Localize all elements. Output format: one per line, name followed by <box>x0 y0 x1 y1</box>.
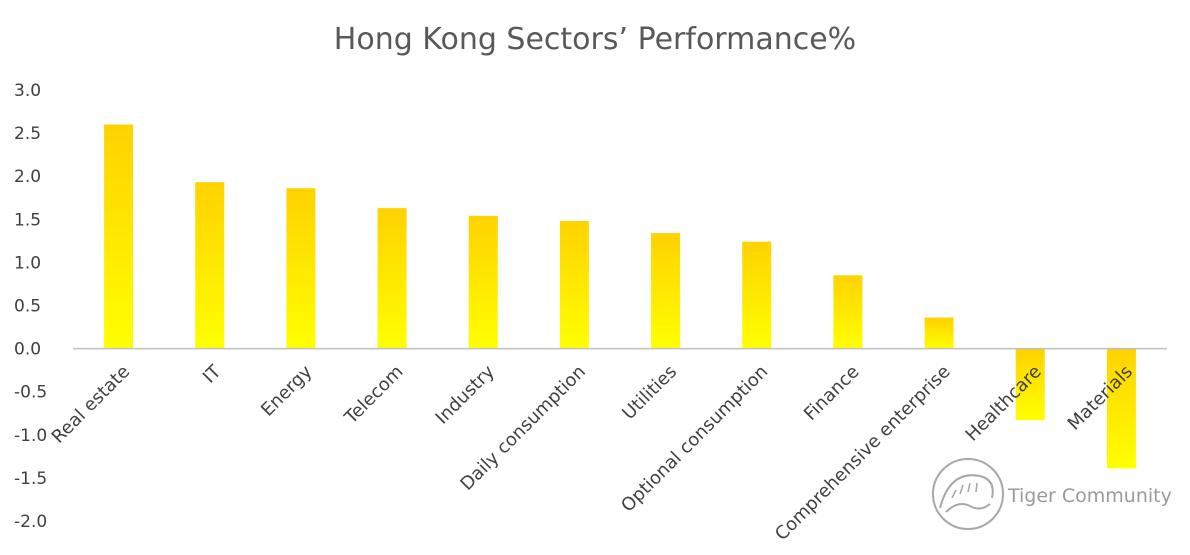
bar <box>468 215 498 349</box>
y-tick-label: -0.5 <box>14 383 47 403</box>
y-tick-label: -1.5 <box>14 469 47 489</box>
y-tick-label: 2.5 <box>14 124 41 144</box>
category-label: Optional consumption <box>617 361 772 516</box>
bar <box>833 275 863 349</box>
category-label: Utilities <box>618 361 681 424</box>
bar <box>195 182 225 349</box>
category-label: Telecom <box>340 361 408 429</box>
bar <box>377 208 407 349</box>
category-label: Finance <box>800 361 864 425</box>
y-tick-label: 0.5 <box>14 297 41 317</box>
y-tick-label: 2.0 <box>14 167 41 187</box>
category-label: Real estate <box>48 361 134 447</box>
watermark-text: Tiger Community <box>1007 485 1172 507</box>
y-tick-label: 1.5 <box>14 210 41 230</box>
bar <box>651 233 681 349</box>
category-label: Industry <box>432 361 499 428</box>
category-label: IT <box>199 361 226 388</box>
tiger-logo-icon <box>932 458 1004 530</box>
category-label: Energy <box>257 361 317 421</box>
y-tick-label: 0.0 <box>14 340 41 360</box>
y-tick-label: 1.0 <box>14 253 41 273</box>
y-tick-label: 3.0 <box>14 81 41 101</box>
chart-title: Hong Kong Sectors’ Performance% <box>333 22 857 57</box>
bar <box>1015 348 1045 421</box>
category-label: Comprehensive enterprise <box>771 361 955 545</box>
bar <box>742 241 772 349</box>
bars <box>104 124 1136 469</box>
y-axis-ticks: 3.0 2.5 2.0 1.5 1.0 0.5 0.0 -0.5 -1.0 -1.5 -2.0 <box>14 81 47 532</box>
watermark: Tiger Community <box>932 458 1172 530</box>
bar <box>1106 348 1136 469</box>
y-tick-label: -1.0 <box>14 426 47 446</box>
bar <box>104 124 134 349</box>
category-labels: Real estate IT Energy Telecom IndustryDaily … <box>48 361 1137 545</box>
bar <box>924 317 954 349</box>
bar <box>559 221 589 349</box>
bar <box>286 188 316 349</box>
y-tick-label: -2.0 <box>14 512 47 532</box>
